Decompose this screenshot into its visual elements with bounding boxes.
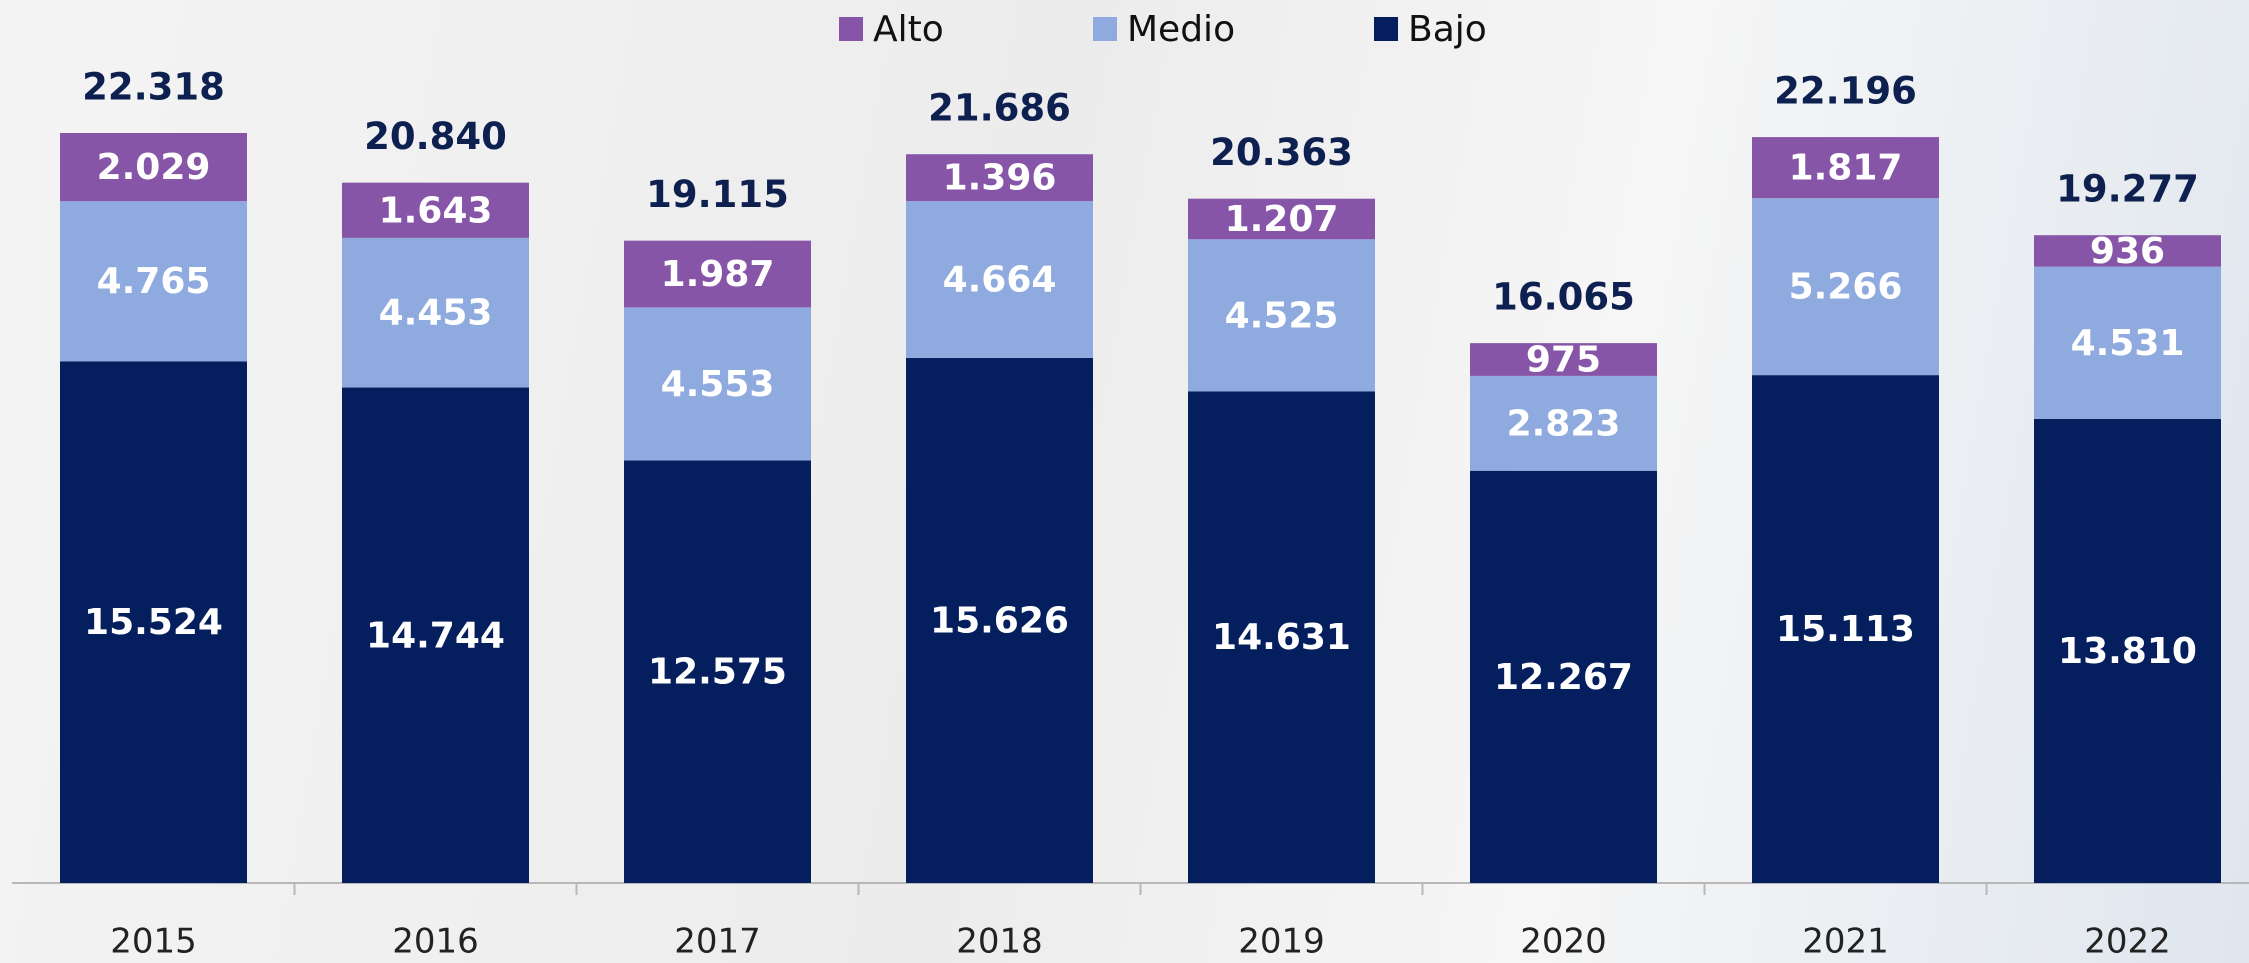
total-label: 22.196 [1774,70,1917,113]
segment-label: 12.267 [1494,657,1633,698]
segment-label: 15.113 [1776,609,1915,650]
x-tick-label: 2022 [2084,922,2171,962]
segment-label: 14.631 [1212,617,1351,658]
segment-label: 4.453 [379,293,493,334]
segment-label: 1.817 [1789,148,1903,189]
segment-label: 15.524 [84,602,223,643]
total-label: 21.686 [928,87,1071,130]
segment-label: 936 [2090,231,2165,272]
segment-label: 1.987 [661,254,775,295]
segment-label: 4.553 [661,364,775,405]
chart: 15.524 4.765 2.029 22.318 2015 14.744 4.453 1.6… [0,0,2249,963]
segment-label: 975 [1526,340,1601,381]
x-tick-label: 2021 [1802,922,1889,962]
x-tick-label: 2018 [956,922,1043,962]
segment-label: 1.396 [943,158,1057,199]
segment-label: 12.575 [648,652,787,693]
segment-label: 14.744 [366,615,505,656]
segment-label: 13.810 [2058,631,2197,672]
x-tick-label: 2016 [392,922,479,962]
segment-label: 4.765 [97,261,211,302]
x-tick-label: 2017 [674,922,761,962]
total-label: 20.840 [364,115,507,158]
segment-label: 4.664 [943,260,1057,301]
total-label: 19.277 [2056,168,2199,211]
segment-label: 5.266 [1789,267,1903,308]
legend-label: Alto [873,9,944,50]
total-label: 16.065 [1492,276,1635,319]
legend-label: Medio [1127,9,1235,50]
x-tick-label: 2020 [1520,922,1607,962]
legend-swatch [1093,17,1117,41]
segment-label: 1.207 [1225,199,1339,240]
segment-label: 2.029 [97,147,211,188]
legend-label: Bajo [1408,9,1487,50]
legend-swatch [839,17,863,41]
segment-label: 4.525 [1225,295,1339,336]
total-label: 19.115 [646,173,789,216]
x-tick-label: 2015 [110,922,197,962]
total-label: 20.363 [1210,131,1353,174]
segment-label: 4.531 [2071,323,2185,364]
x-tick-label: 2019 [1238,922,1325,962]
total-label: 22.318 [82,66,225,109]
segment-label: 2.823 [1507,403,1621,444]
legend-swatch [1374,17,1398,41]
segment-label: 15.626 [930,600,1069,641]
segment-label: 1.643 [379,190,493,231]
